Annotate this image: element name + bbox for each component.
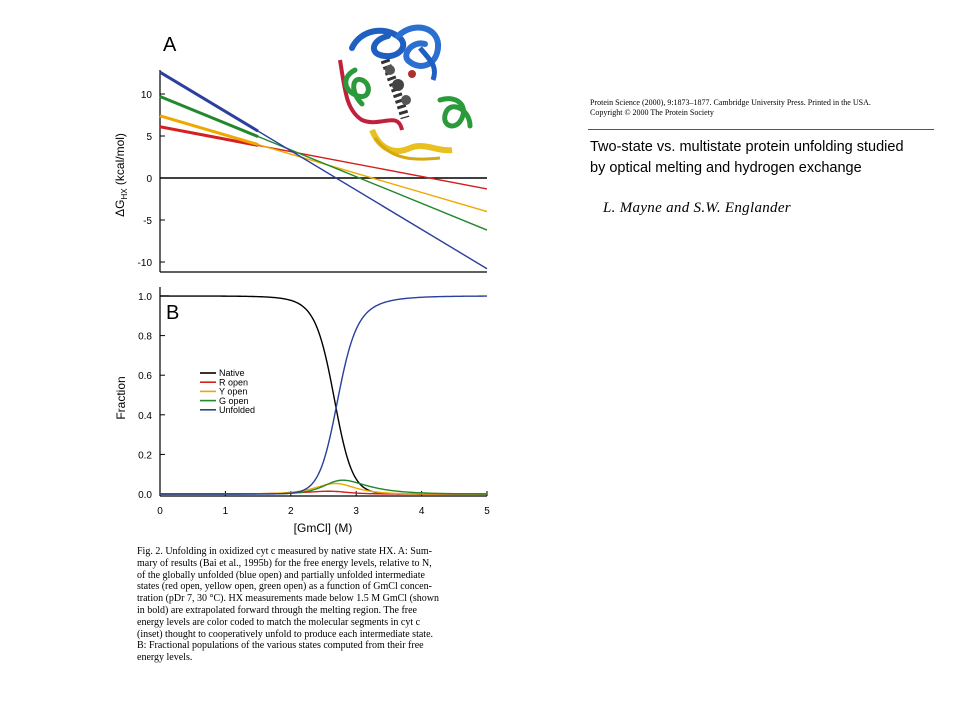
paper-authors: L. Mayne and S.W. Englander [603, 200, 791, 216]
inset-green-helix [343, 67, 371, 107]
panel-b-x-axis-label: [GmCl] (M) [294, 521, 353, 535]
journal-copyright: Copyright © 2000 The Protein Society [590, 108, 714, 117]
panel-a-series-bold-segment-4 [159, 70, 259, 133]
caption-line: Fig. 2. Unfolding in oxidized cyt c meas… [137, 546, 432, 557]
legend-label: G open [219, 396, 249, 406]
inset-blue-loop [418, 46, 437, 81]
panel-a-series-bold-segment-3 [159, 95, 259, 138]
panel-a-y-tick-label: 10 [141, 90, 153, 101]
inset-heme-atom [408, 70, 416, 78]
inset-heme-atom [392, 79, 404, 91]
panel-b-x-tick-label: 3 [353, 506, 359, 517]
panel-b-y-tick-label: 0.6 [138, 371, 152, 382]
inset-green-helix-2 [437, 96, 473, 129]
inset-yellow-strand [373, 137, 441, 161]
panel-b-x-tick-label: 0 [157, 506, 163, 517]
panel-b-x-tick-label: 2 [288, 506, 294, 517]
panel-b-series-line-y-open [159, 482, 488, 495]
figure-caption: Fig. 2. Unfolding in oxidized cyt c meas… [137, 546, 493, 664]
panel-b-y-tick-label: 0.2 [138, 450, 152, 461]
panel-b-label: B [166, 302, 179, 324]
panel-a: -10 -5 0 5 10 A ΔGHX (kcal/mol) [113, 24, 488, 273]
legend-label: Unfolded [219, 405, 255, 415]
inset-heme-atom [385, 65, 395, 75]
caption-line: states (red open, yellow open, green ope… [137, 581, 432, 593]
panel-a-y-tick-label: 5 [146, 132, 152, 143]
paper-title-line-1: Two-state vs. multistate protein unfoldi… [590, 139, 904, 155]
caption-line: energy levels. [137, 652, 193, 664]
panel-a-series-bold-segment-1 [159, 125, 259, 147]
panel-b-y-tick-label: 0.8 [138, 332, 152, 343]
panel-a-y-tick-label: 0 [146, 174, 152, 185]
panel-a-y-tick-label: -10 [138, 258, 153, 269]
header-divider [588, 129, 934, 130]
caption-line: of the globally unfolded (blue open) and… [137, 569, 425, 581]
caption-line: tration (pDr 7, 30 °C). HX measurements … [137, 593, 440, 605]
caption-line: in bold) are extrapolated forward throug… [137, 604, 417, 616]
panel-b: 0.0 0.2 0.4 0.6 0.8 1.0 0 1 2 3 4 5 B Fraction [GmC… [114, 287, 490, 535]
paper-title: Two-state vs. multistate protein unfoldi… [590, 137, 940, 179]
caption-line: energy levels are color coded to match t… [137, 616, 421, 628]
caption-line: mary of results (Bai et al., 1995b) for … [137, 557, 432, 569]
panel-b-y-axis-label: Fraction [114, 376, 128, 419]
panel-a-y-axis-label: ΔGHX (kcal/mol) [113, 133, 129, 217]
panel-a-series-bold-segment-2 [159, 114, 259, 147]
caption-line: (inset) thought to cooperatively unfold … [137, 628, 434, 640]
panel-a-y-tick-label: -5 [143, 216, 152, 227]
journal-citation: Protein Science (2000), 9:1873–1877. Cam… [590, 98, 871, 107]
panel-b-x-tick-label: 5 [484, 506, 490, 517]
panel-b-series-line-native [159, 295, 487, 495]
inset-heme-atom [401, 95, 411, 105]
caption-line: B: Fractional populations of the various… [137, 640, 424, 652]
panel-b-series-line-unfolded [160, 295, 488, 495]
legend-label: R open [219, 377, 248, 387]
legend-label: Native [219, 368, 245, 378]
inset-blue-helix-2 [395, 24, 442, 69]
panel-b-y-tick-label: 1.0 [138, 292, 152, 303]
panel-a-label: A [163, 34, 177, 56]
legend-label: Y open [219, 387, 247, 397]
paper-title-line-2: by optical melting and hydrogen exchange [590, 160, 862, 176]
panel-b-x-tick-label: 1 [223, 506, 229, 517]
panel-b-x-tick-label: 4 [419, 506, 425, 517]
panel-b-y-tick-label: 0.4 [138, 411, 152, 422]
cyt-c-structure-inset [338, 24, 473, 161]
panel-b-y-tick-label: 0.0 [138, 490, 152, 501]
inset-blue-helix [349, 27, 407, 60]
